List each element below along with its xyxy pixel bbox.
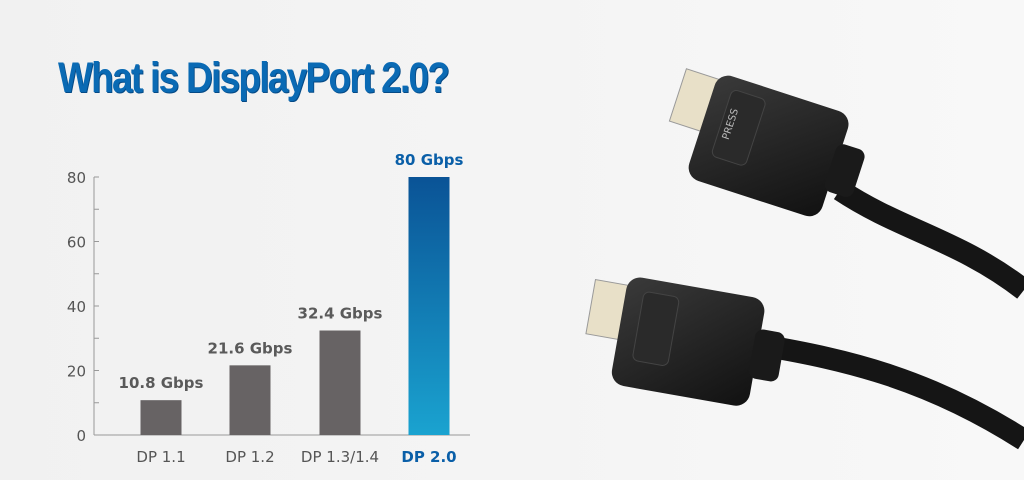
cable-photo: PRESS bbox=[585, 68, 1024, 450]
x-tick-label: DP 1.3/1.4 bbox=[301, 448, 379, 466]
data-label: 10.8 Gbps bbox=[119, 374, 204, 392]
x-tick-label: DP 1.1 bbox=[136, 448, 185, 466]
page-title: What is DisplayPort 2.0? bbox=[58, 54, 450, 102]
x-tick-label: DP 2.0 bbox=[401, 448, 456, 466]
y-tick-label: 60 bbox=[67, 234, 86, 252]
y-tick-label: 20 bbox=[67, 363, 86, 381]
x-tick-label: DP 1.2 bbox=[225, 448, 274, 466]
bar-dp-1-1 bbox=[140, 400, 182, 435]
data-label: 32.4 Gbps bbox=[298, 305, 383, 323]
bar-dp-1-2 bbox=[229, 365, 271, 435]
y-tick-label: 80 bbox=[67, 169, 86, 187]
data-label: 21.6 Gbps bbox=[208, 339, 293, 357]
bar-dp-1-3-1-4 bbox=[319, 330, 361, 435]
y-tick-label: 40 bbox=[67, 298, 86, 316]
y-tick-label: 0 bbox=[76, 427, 86, 445]
data-label: 80 Gbps bbox=[395, 151, 464, 169]
bar-dp-2-0 bbox=[408, 177, 450, 435]
